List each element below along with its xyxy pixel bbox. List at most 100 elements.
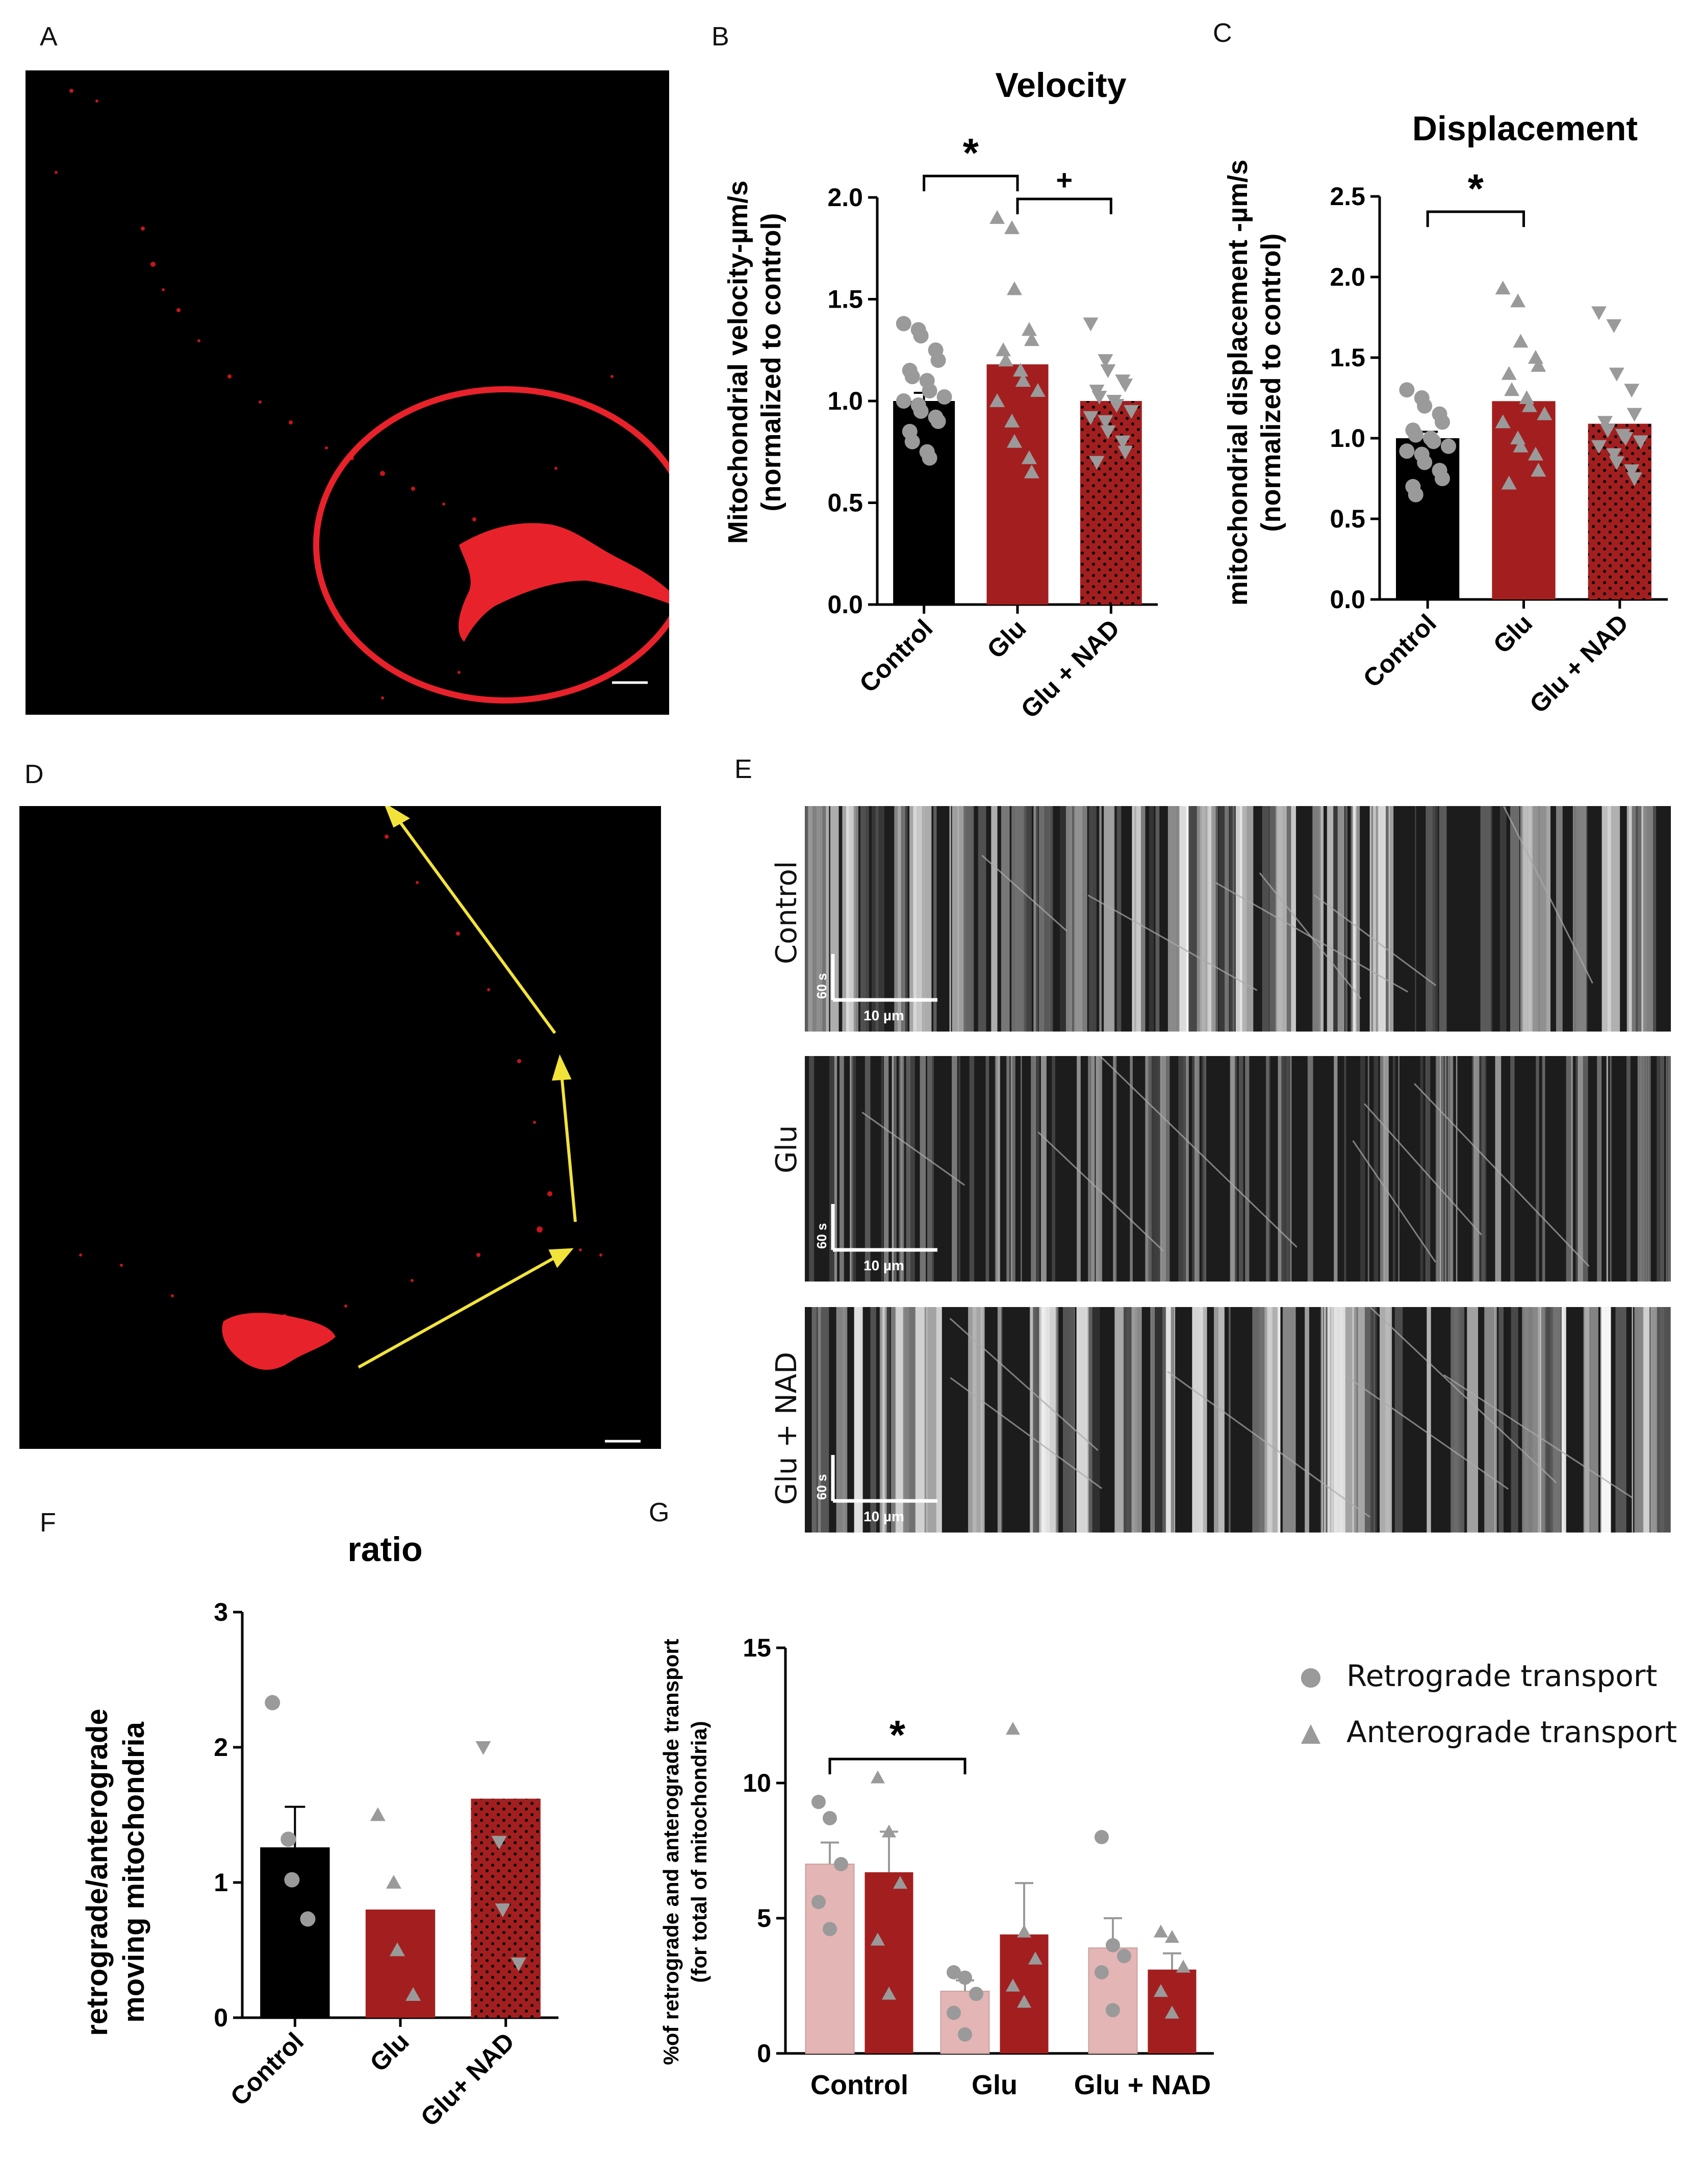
- kymo-track: [1392, 1056, 1395, 1282]
- kymo-track: [1380, 1307, 1392, 1533]
- kymo-moving-track: [1215, 882, 1408, 993]
- mitochondria-speckles: [55, 89, 629, 699]
- kymo-track: [1116, 806, 1122, 1032]
- kymo-track: [1353, 806, 1356, 1032]
- data-point: [996, 342, 1011, 357]
- data-point: [930, 413, 946, 429]
- data-point: [834, 1857, 848, 1871]
- kymo-track: [1194, 1056, 1200, 1282]
- kymo-track: [1637, 1056, 1642, 1282]
- panel-letter-b: B: [711, 22, 729, 52]
- kymo-track: [1176, 806, 1187, 1032]
- y-tick-label: 2: [214, 1733, 228, 1762]
- kymo-track: [1480, 806, 1491, 1032]
- kymo-track: [1320, 806, 1324, 1032]
- legend-item-anterograde: ▲ Anterograde transport: [1295, 1704, 1677, 1760]
- chart-c-ylabel-1: mitochondrial displacement -µm/s: [1223, 160, 1253, 606]
- data-point: [1606, 319, 1622, 333]
- data-point: [958, 2027, 972, 2042]
- data-point: [1528, 446, 1543, 461]
- kymo-track: [1165, 1056, 1170, 1282]
- data-point: [1089, 456, 1105, 470]
- kymo-track: [1076, 1307, 1089, 1533]
- kymo-track: [1062, 1307, 1075, 1533]
- kymo-track: [1371, 806, 1373, 1032]
- kymo-track: [1021, 1056, 1022, 1282]
- kymo-track: [1327, 806, 1334, 1032]
- kymo-track: [1145, 1056, 1151, 1282]
- bar-anterograde: [1000, 1934, 1049, 2053]
- kymo-track: [1398, 1056, 1400, 1282]
- kymo-track: [1269, 1056, 1270, 1282]
- data-point: [1030, 383, 1046, 397]
- bar-retrograde: [805, 1864, 855, 2054]
- kymo-track: [921, 806, 932, 1032]
- data-point: [1591, 440, 1607, 454]
- data-point: [1537, 406, 1553, 420]
- kymo-moving-track: [1363, 1103, 1482, 1236]
- data-point: [1115, 435, 1131, 449]
- data-point: [930, 353, 946, 368]
- kymo-track: [1651, 1307, 1658, 1533]
- kymo-track: [816, 1307, 818, 1533]
- data-point: [1098, 415, 1113, 429]
- data-point: [1531, 358, 1546, 372]
- x-tick-label: Glu: [1488, 609, 1538, 659]
- data-point: [1495, 414, 1511, 429]
- kymo-track: [1626, 806, 1632, 1032]
- kymo-scale-time: 60 s: [814, 1474, 829, 1500]
- kymo-moving-track: [1352, 1140, 1436, 1263]
- data-point: [1007, 434, 1022, 448]
- kymo-moving-track: [1503, 806, 1593, 984]
- bar-glu: [365, 1910, 436, 2018]
- kymo-track: [1590, 1307, 1598, 1533]
- significance-bracket: [1016, 197, 1112, 214]
- kymo-track: [976, 1307, 981, 1533]
- kymo-moving-track: [1346, 1376, 1509, 1490]
- significance-label: *: [1468, 166, 1484, 211]
- kymo-track: [1286, 1056, 1290, 1282]
- data-point: [495, 1903, 511, 1917]
- kymo-track: [1541, 1307, 1554, 1533]
- data-point: [1006, 1978, 1020, 1992]
- panel-letter-d: D: [24, 760, 44, 789]
- kymo-track: [1597, 1056, 1602, 1282]
- kymo-track: [854, 1307, 863, 1533]
- x-tick-label: Control: [1358, 609, 1442, 693]
- data-point: [284, 1872, 300, 1888]
- x-tick-label: Glu: [981, 614, 1032, 664]
- kymo-track: [1087, 1307, 1092, 1533]
- data-point: [922, 450, 937, 466]
- kymo-scale-dist: 10 µm: [863, 1008, 904, 1023]
- data-point: [1017, 1924, 1031, 1938]
- kymo-track: [1562, 1307, 1566, 1533]
- significance-label: *: [963, 130, 979, 175]
- micrograph-d: [19, 806, 661, 1449]
- kymo-track: [1394, 1307, 1403, 1533]
- data-point: [1606, 448, 1622, 462]
- data-point: [896, 393, 911, 409]
- chart-b-ylabel-1: Mitochondrial velocity-µm/s: [723, 181, 753, 544]
- data-point: [1017, 1995, 1031, 2008]
- kymo-track: [1154, 1056, 1159, 1282]
- kymo-track: [998, 1056, 1000, 1282]
- significance-label: *: [889, 1712, 906, 1758]
- kymo-track: [1192, 1307, 1203, 1533]
- kymo-track: [1375, 806, 1379, 1032]
- kymo-track: [1149, 806, 1154, 1032]
- data-point: [1624, 464, 1640, 479]
- data-point: [1117, 445, 1133, 460]
- kymo-track: [896, 1307, 903, 1533]
- data-point: [370, 1807, 386, 1821]
- kymo-scale-time: 60 s: [814, 973, 829, 999]
- data-point: [1106, 1938, 1120, 1952]
- kymo-track: [909, 1056, 915, 1282]
- data-point: [896, 316, 911, 332]
- data-point: [1624, 384, 1640, 398]
- data-point: [1176, 1960, 1190, 1973]
- kymo-track: [1365, 1307, 1377, 1533]
- kymo-track: [1152, 1056, 1155, 1282]
- y-tick-label: 10: [743, 1769, 771, 1797]
- kymo-track: [1006, 1056, 1010, 1282]
- kymo-track: [1205, 806, 1209, 1032]
